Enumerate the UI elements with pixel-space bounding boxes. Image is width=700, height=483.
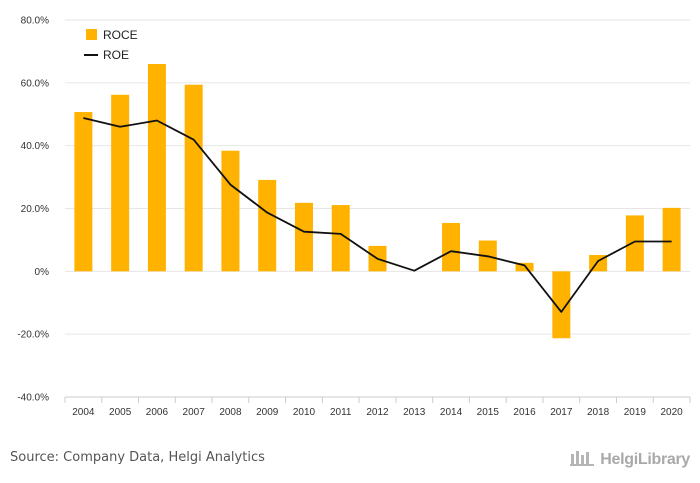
roce-bar bbox=[294, 202, 313, 272]
x-axis: 2004 2005 2006 2007 2008 2009 2010 2011 2012 2013… bbox=[64, 396, 691, 418]
roce-bar bbox=[515, 262, 534, 272]
y-tick-label: 0% bbox=[35, 267, 50, 278]
helgi-library-logo-icon bbox=[570, 448, 596, 471]
x-tick-label: 2004 bbox=[72, 407, 95, 418]
x-tick-label: 2009 bbox=[256, 407, 279, 418]
roce-roe-chart: 80.0%60.0%40.0%20.0%0%-20.0%-40.0% 2004 2… bbox=[17, 16, 691, 418]
x-tick-label: 2015 bbox=[477, 407, 500, 418]
y-tick-label: -40.0% bbox=[17, 393, 49, 404]
x-tick-label: 2008 bbox=[219, 407, 242, 418]
y-tick-label: -20.0% bbox=[17, 330, 49, 341]
legend-swatch-roce bbox=[86, 29, 97, 40]
roce-bar bbox=[442, 222, 461, 272]
x-tick-label: 2014 bbox=[440, 407, 463, 418]
x-tick-label: 2017 bbox=[550, 407, 573, 418]
brand-name: HelgiLibrary bbox=[600, 450, 690, 468]
x-tick-label: 2010 bbox=[293, 407, 316, 418]
roce-bar bbox=[662, 207, 681, 272]
x-tick-label: 2020 bbox=[660, 407, 683, 418]
x-tick-label: 2012 bbox=[366, 407, 389, 418]
x-tick-label: 2016 bbox=[513, 407, 536, 418]
x-tick-label: 2011 bbox=[330, 407, 352, 418]
x-tick-label: 2005 bbox=[109, 407, 132, 418]
roce-bars bbox=[74, 63, 681, 339]
x-tick-label: 2018 bbox=[587, 407, 610, 418]
y-tick-label: 20.0% bbox=[21, 204, 49, 215]
roce-bar bbox=[147, 63, 166, 272]
source-note: Source: Company Data, Helgi Analytics bbox=[10, 450, 265, 465]
x-tick-label: 2019 bbox=[624, 407, 647, 418]
roce-bar bbox=[552, 271, 571, 339]
roce-bar bbox=[331, 205, 350, 272]
x-tick-label: 2006 bbox=[146, 407, 169, 418]
brand-logo[interactable]: HelgiLibrary bbox=[570, 448, 690, 471]
y-tick-label: 60.0% bbox=[21, 78, 49, 89]
roce-bar bbox=[221, 150, 240, 272]
roce-bar bbox=[184, 84, 203, 272]
roe-series-line bbox=[83, 117, 672, 313]
x-tick-label: 2007 bbox=[183, 407, 206, 418]
x-tick-label: 2013 bbox=[403, 407, 426, 418]
legend: ROCE ROE bbox=[84, 28, 138, 62]
legend-label-roce: ROCE bbox=[103, 28, 138, 42]
legend-label-roe: ROE bbox=[103, 48, 129, 62]
y-tick-label: 80.0% bbox=[21, 16, 49, 27]
y-tick-label: 40.0% bbox=[21, 141, 49, 152]
roce-bar bbox=[625, 215, 644, 272]
y-axis: 80.0% 60.0% 40.0% 20.0% 0% -20.0% -40.0% bbox=[17, 16, 49, 404]
roce-bar bbox=[74, 112, 93, 272]
roce-bar bbox=[111, 94, 130, 272]
roce-bar bbox=[258, 179, 277, 272]
roe-line bbox=[83, 117, 672, 313]
